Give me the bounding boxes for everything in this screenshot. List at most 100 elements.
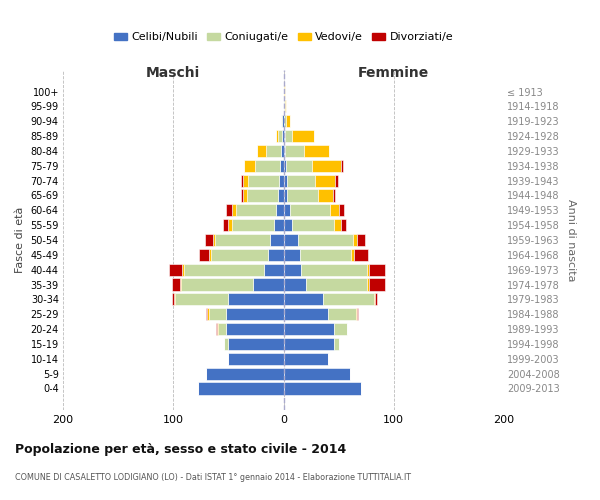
Legend: Celibi/Nubili, Coniugati/e, Vedovi/e, Divorziati/e: Celibi/Nubili, Coniugati/e, Vedovi/e, Di… — [109, 28, 458, 47]
Bar — [229, 294, 284, 306]
Bar — [229, 352, 284, 365]
Bar — [274, 219, 284, 231]
Bar — [236, 204, 276, 216]
Bar — [180, 278, 181, 290]
Bar — [367, 264, 370, 276]
Text: Maschi: Maschi — [146, 66, 200, 80]
Bar — [286, 115, 290, 128]
Bar — [284, 204, 290, 216]
Bar — [226, 323, 284, 335]
Bar — [284, 368, 350, 380]
Bar — [253, 278, 284, 290]
Bar — [351, 249, 354, 261]
Bar — [284, 130, 292, 142]
Bar — [284, 234, 298, 246]
Bar — [375, 294, 377, 306]
Bar — [223, 219, 229, 231]
Bar — [290, 204, 330, 216]
Bar — [278, 190, 284, 202]
Bar — [281, 115, 283, 128]
Bar — [283, 130, 284, 142]
Bar — [263, 264, 284, 276]
Bar — [353, 234, 358, 246]
Bar — [281, 145, 284, 157]
Bar — [224, 338, 229, 350]
Bar — [304, 145, 329, 157]
Bar — [335, 174, 338, 186]
Bar — [284, 352, 328, 365]
Bar — [284, 249, 300, 261]
Bar — [279, 174, 284, 186]
Bar — [197, 382, 284, 394]
Bar — [243, 190, 247, 202]
Bar — [283, 115, 284, 128]
Bar — [301, 264, 367, 276]
Bar — [284, 382, 361, 394]
Bar — [247, 190, 278, 202]
Bar — [284, 115, 286, 128]
Bar — [248, 174, 279, 186]
Bar — [317, 190, 333, 202]
Bar — [206, 368, 284, 380]
Bar — [268, 249, 284, 261]
Y-axis label: Fasce di età: Fasce di età — [15, 207, 25, 273]
Bar — [181, 278, 253, 290]
Bar — [241, 190, 243, 202]
Bar — [208, 308, 209, 320]
Bar — [217, 323, 218, 335]
Bar — [206, 308, 208, 320]
Bar — [334, 338, 338, 350]
Bar — [205, 234, 213, 246]
Bar — [323, 294, 374, 306]
Bar — [284, 174, 287, 186]
Bar — [284, 190, 287, 202]
Bar — [338, 204, 344, 216]
Y-axis label: Anni di nascita: Anni di nascita — [566, 198, 576, 281]
Bar — [292, 219, 334, 231]
Bar — [358, 234, 365, 246]
Bar — [284, 278, 305, 290]
Bar — [184, 264, 263, 276]
Bar — [356, 308, 358, 320]
Bar — [182, 264, 184, 276]
Bar — [276, 130, 278, 142]
Bar — [270, 234, 284, 246]
Bar — [354, 249, 368, 261]
Bar — [367, 278, 370, 290]
Bar — [226, 204, 232, 216]
Bar — [284, 338, 334, 350]
Bar — [276, 204, 284, 216]
Bar — [287, 190, 317, 202]
Bar — [287, 174, 316, 186]
Bar — [244, 160, 255, 172]
Bar — [341, 219, 346, 231]
Bar — [284, 294, 323, 306]
Bar — [218, 323, 226, 335]
Bar — [305, 278, 367, 290]
Bar — [334, 219, 341, 231]
Bar — [172, 278, 180, 290]
Bar — [169, 264, 182, 276]
Bar — [298, 234, 353, 246]
Bar — [370, 278, 385, 290]
Bar — [374, 294, 375, 306]
Bar — [209, 308, 226, 320]
Bar — [278, 130, 283, 142]
Bar — [257, 145, 266, 157]
Bar — [172, 294, 175, 306]
Bar — [292, 130, 314, 142]
Bar — [300, 249, 351, 261]
Bar — [213, 234, 215, 246]
Bar — [280, 160, 284, 172]
Bar — [284, 100, 286, 112]
Bar — [199, 249, 209, 261]
Bar — [243, 174, 248, 186]
Bar — [175, 294, 229, 306]
Bar — [241, 174, 243, 186]
Text: Popolazione per età, sesso e stato civile - 2014: Popolazione per età, sesso e stato civil… — [15, 442, 346, 456]
Bar — [284, 264, 301, 276]
Bar — [284, 160, 286, 172]
Bar — [284, 219, 292, 231]
Bar — [209, 249, 211, 261]
Bar — [330, 204, 338, 216]
